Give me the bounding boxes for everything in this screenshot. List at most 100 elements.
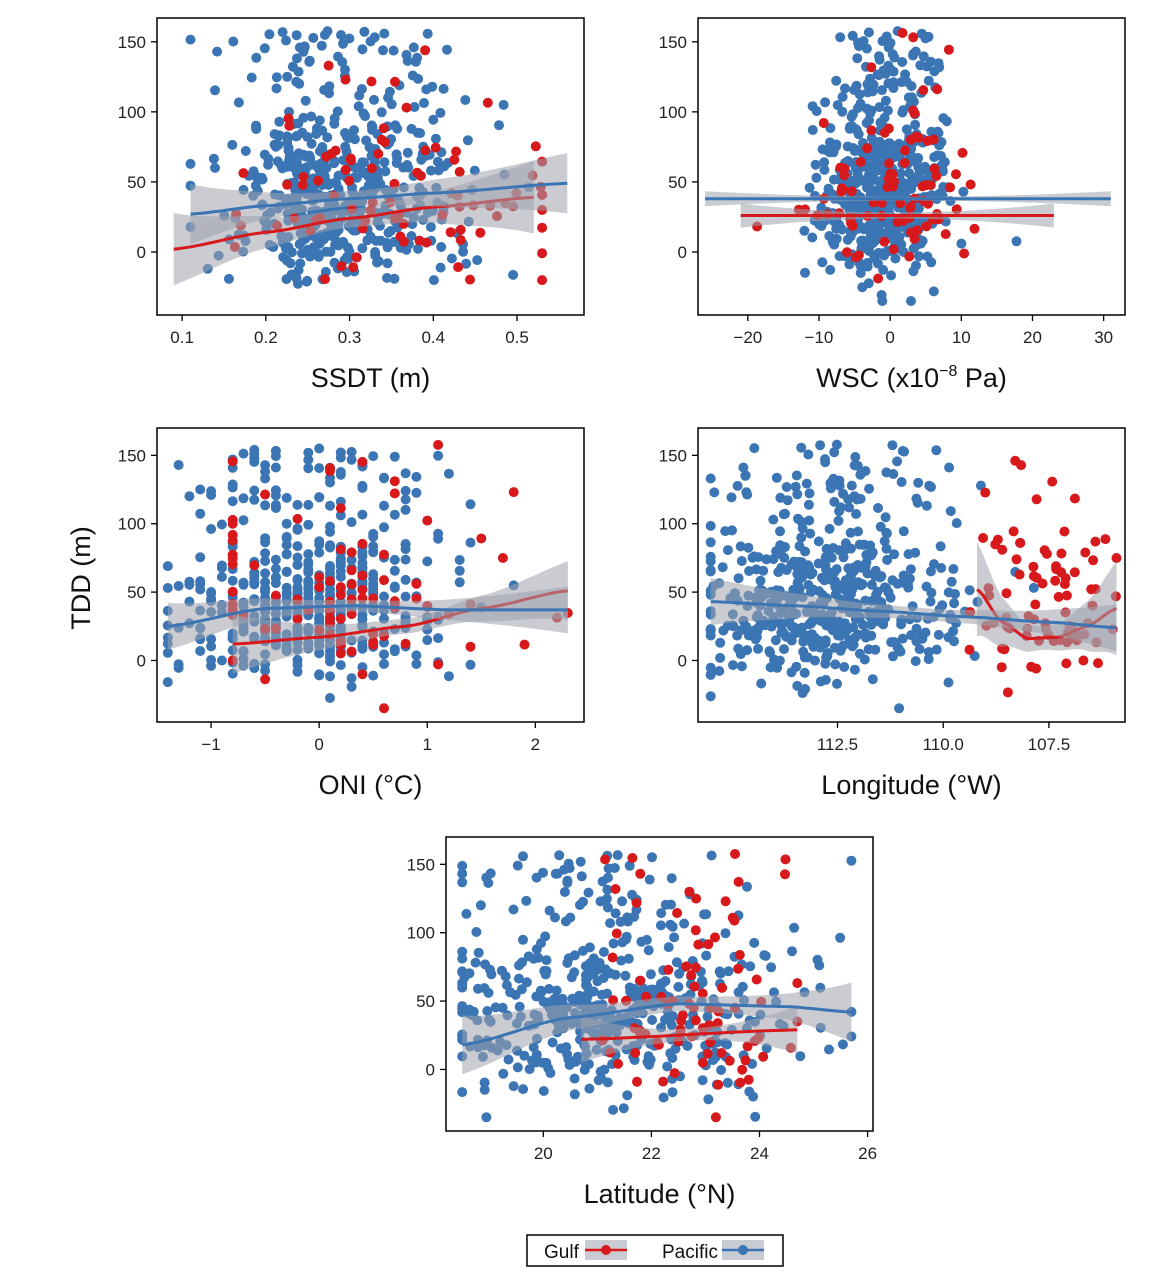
- x-axis-title: Longitude (°W): [821, 770, 1001, 800]
- fit-line-pacific: [190, 181, 568, 216]
- point-pacific: [238, 579, 249, 590]
- point-gulf: [627, 853, 638, 863]
- point-pacific: [807, 125, 818, 135]
- point-gulf: [751, 974, 762, 985]
- point-pacific: [660, 976, 671, 986]
- point-gulf: [454, 166, 465, 177]
- point-pacific: [422, 28, 433, 39]
- point-gulf: [610, 884, 621, 894]
- point-gulf: [879, 236, 890, 247]
- point-gulf: [681, 961, 692, 972]
- point-gulf: [740, 1055, 751, 1066]
- point-pacific: [835, 32, 846, 43]
- point-pacific: [718, 625, 729, 636]
- point-pacific: [815, 440, 826, 451]
- point-gulf: [866, 62, 877, 73]
- point-pacific: [481, 872, 492, 883]
- point-gulf: [1014, 569, 1025, 580]
- point-pacific: [185, 34, 196, 45]
- point-pacific: [325, 540, 335, 551]
- x-tick-label: 0.1: [170, 328, 194, 347]
- point-gulf: [1047, 476, 1058, 487]
- y-tick-label: 50: [127, 583, 146, 602]
- point-pacific: [162, 677, 173, 688]
- point-pacific: [727, 525, 737, 536]
- point-pacific: [761, 554, 772, 565]
- point-pacific: [340, 64, 350, 75]
- point-pacific: [608, 938, 619, 949]
- point-pacific: [227, 575, 238, 586]
- point-pacific: [888, 651, 898, 662]
- point-pacific: [412, 52, 423, 63]
- point-pacific: [291, 53, 302, 64]
- point-gulf: [378, 123, 389, 134]
- y-tick-label: 150: [407, 855, 435, 874]
- point-pacific: [848, 622, 859, 633]
- point-pacific: [916, 28, 927, 39]
- point-pacific: [951, 518, 962, 529]
- point-pacific: [292, 574, 303, 584]
- point-pacific: [333, 240, 344, 251]
- point-pacific: [824, 523, 835, 534]
- point-pacific: [442, 44, 452, 55]
- point-pacific: [547, 1037, 558, 1048]
- point-pacific: [389, 273, 400, 284]
- plot-content: [162, 439, 573, 714]
- point-pacific: [325, 521, 335, 532]
- point-gulf: [537, 248, 548, 259]
- y-tick-label: 50: [668, 173, 687, 192]
- point-gulf: [411, 578, 422, 589]
- point-pacific: [906, 81, 917, 92]
- point-gulf: [632, 1076, 642, 1087]
- point-pacific: [738, 462, 749, 473]
- point-pacific: [238, 448, 249, 459]
- point-pacific: [195, 484, 206, 495]
- point-pacific: [518, 1084, 529, 1095]
- point-gulf: [735, 1077, 746, 1088]
- point-pacific: [886, 270, 897, 281]
- point-pacific: [612, 850, 623, 861]
- point-pacific: [260, 586, 271, 597]
- point-pacific: [775, 540, 786, 551]
- point-gulf: [658, 1076, 669, 1087]
- point-pacific: [753, 643, 763, 654]
- point-pacific: [726, 492, 737, 503]
- point-gulf: [497, 553, 508, 563]
- point-pacific: [765, 662, 776, 673]
- point-pacific: [836, 642, 847, 653]
- x-tick-label: 110.0: [923, 735, 964, 754]
- point-pacific: [816, 202, 827, 213]
- point-pacific: [508, 269, 519, 280]
- point-pacific: [894, 703, 905, 714]
- point-pacific: [380, 166, 391, 177]
- point-pacific: [830, 141, 841, 152]
- point-pacific: [823, 185, 834, 196]
- point-pacific: [849, 85, 860, 95]
- y-tick-label: 0: [678, 651, 687, 670]
- point-gulf: [792, 978, 803, 989]
- point-gulf: [1008, 526, 1019, 537]
- point-pacific: [859, 539, 870, 550]
- point-pacific: [913, 477, 924, 488]
- point-gulf: [853, 250, 864, 261]
- point-pacific: [849, 491, 860, 502]
- point-pacific: [925, 56, 936, 67]
- point-pacific: [751, 632, 762, 642]
- point-pacific: [540, 931, 551, 942]
- point-gulf: [780, 869, 790, 880]
- point-pacific: [306, 111, 317, 122]
- point-gulf: [663, 964, 674, 975]
- point-pacific: [260, 473, 271, 484]
- point-pacific: [277, 27, 288, 38]
- point-pacific: [514, 960, 524, 971]
- point-pacific: [409, 102, 420, 112]
- point-pacific: [569, 1073, 580, 1084]
- point-pacific: [343, 253, 354, 264]
- point-pacific: [753, 552, 764, 563]
- point-pacific: [820, 97, 831, 108]
- point-pacific: [722, 1077, 733, 1088]
- point-gulf: [451, 146, 462, 157]
- point-gulf: [320, 274, 330, 285]
- plot-frame: [445, 836, 874, 1132]
- point-pacific: [512, 1062, 523, 1073]
